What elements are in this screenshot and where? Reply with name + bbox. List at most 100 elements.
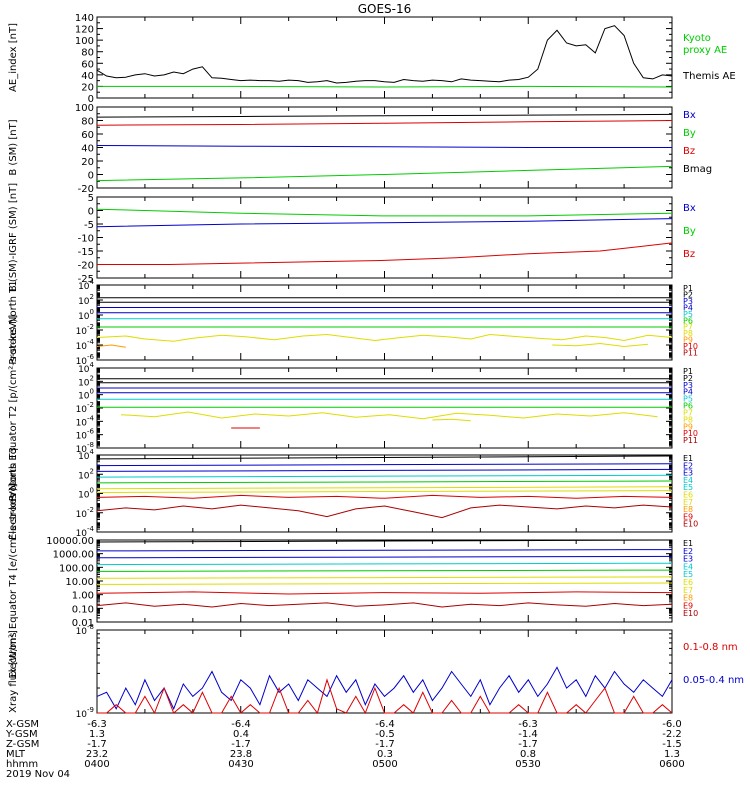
panel-frame	[96, 367, 673, 449]
date-label: 2019 Nov 04	[6, 769, 70, 780]
series-line-e9	[96, 602, 673, 608]
legend-label: P5	[683, 395, 693, 404]
y-tick-label: 0.10	[72, 604, 94, 615]
series-line-e5	[96, 569, 673, 572]
legend-label: E2	[683, 547, 693, 556]
y-tick-label: 5	[88, 193, 94, 204]
ephemeris-value: -6.3	[87, 719, 107, 730]
y-tick-label: 10-6	[76, 428, 95, 442]
y-tick-label: 102	[78, 467, 94, 481]
y-tick-label: 102	[78, 293, 94, 307]
y-tick-label: -10	[78, 234, 94, 245]
legend-label: P5	[683, 310, 693, 319]
ephemeris-value: -0.5	[375, 729, 395, 740]
y-tick-label: -20	[78, 184, 94, 195]
series-line-p9	[96, 344, 126, 348]
y-tick-label: 10-4	[76, 338, 95, 352]
ephemeris-value: 0.3	[377, 749, 393, 760]
legend-label: 0.1-0.8 nm	[683, 642, 738, 653]
legend-label: E10	[683, 609, 698, 618]
y-tick-label: 102	[78, 374, 94, 388]
legend-label: proxy AE	[683, 45, 727, 56]
legend-label: P6	[683, 316, 693, 325]
series-line-bz	[96, 120, 673, 126]
legend-label: E8	[683, 594, 693, 603]
y-axis-label: Protons North T1	[8, 280, 19, 364]
y-axis-label: Protons Equator T2 [p/(cm²-s-sr-keV)]	[8, 315, 19, 502]
legend-label: E2	[683, 461, 693, 470]
legend-label: Kyoto	[683, 33, 711, 44]
ephemeris-value: -1.7	[231, 739, 251, 750]
y-tick-label: 0	[88, 207, 94, 218]
legend-label: P1	[683, 367, 693, 376]
ephemeris-value: -1.7	[375, 739, 395, 750]
panel-frame	[96, 629, 673, 714]
legend-label: P10	[683, 342, 698, 351]
series-line-e3	[96, 468, 673, 472]
series-line-bz	[97, 242, 673, 265]
series-line-bx	[96, 218, 673, 228]
series-line-e4	[96, 562, 673, 566]
legend-label: E3	[683, 555, 693, 564]
legend-label: By	[683, 226, 696, 237]
y-tick-label: 10-4	[76, 414, 95, 428]
series-line-bx	[96, 145, 672, 148]
legend-label: E4	[683, 476, 693, 485]
legend-label: By	[683, 128, 696, 139]
panel-frame	[96, 454, 673, 533]
legend-label: P2	[683, 290, 693, 299]
y-tick-label: -5	[84, 220, 94, 231]
legend-label: E7	[683, 586, 693, 595]
y-tick-label: 10-2	[76, 506, 94, 520]
ephemeris-row-label: Z-GSM	[6, 739, 39, 750]
series-line-p8	[432, 418, 471, 422]
series-line-by	[96, 165, 673, 182]
series-line-e8	[96, 494, 673, 499]
series-line-p8	[552, 342, 649, 348]
legend-label: Bmag	[683, 164, 712, 175]
ephemeris-value: 23.8	[230, 749, 252, 760]
series-line-e7	[96, 582, 673, 585]
y-tick-label: -25	[78, 274, 94, 285]
panel-frame	[96, 284, 673, 361]
series-line-e3	[96, 555, 673, 559]
legend-label: Bz	[683, 249, 695, 260]
y-tick-label: 20	[81, 82, 94, 93]
ephemeris-row-label: hhmm	[6, 759, 38, 770]
ephemeris-value: -6.4	[375, 719, 395, 730]
series-line-0-1-0-8-nm	[97, 678, 673, 715]
legend-label: Bx	[683, 110, 696, 121]
legend-label: E1	[683, 454, 693, 463]
y-tick-label: 100	[75, 103, 94, 114]
panel-frame	[96, 16, 673, 99]
ephemeris-value: -6.3	[518, 719, 538, 730]
legend-label: E9	[683, 512, 693, 521]
legend-label: P7	[683, 408, 693, 417]
y-tick-label: 100	[78, 388, 94, 402]
ephemeris-value: 0500	[372, 759, 397, 770]
legend-label: E6	[683, 491, 693, 500]
y-tick-label: 40	[81, 144, 94, 155]
y-tick-label: 10-8	[76, 441, 94, 455]
ephemeris-value: -1.4	[518, 729, 538, 740]
legend-label: P8	[683, 415, 693, 424]
ephemeris-row-label: MLT	[6, 749, 26, 760]
legend-label: P9	[683, 422, 693, 431]
y-tick-label: 104	[78, 361, 94, 375]
legend-label: P6	[683, 402, 693, 411]
ephemeris-value: -1.7	[87, 739, 107, 750]
series-line-e6	[96, 486, 673, 490]
legend-label: P2	[683, 374, 693, 383]
y-tick-label: 1.00	[72, 591, 94, 602]
ephemeris-value: 0400	[84, 759, 109, 770]
title: GOES-16	[358, 2, 412, 16]
series-line-p7	[120, 411, 658, 420]
y-tick-label: 20	[81, 157, 94, 168]
ephemeris-value: 23.2	[86, 749, 108, 760]
panel-frame	[96, 196, 673, 279]
y-tick-label: 100	[78, 308, 94, 322]
legend-label: E5	[683, 483, 693, 492]
y-tick-label: 104	[78, 448, 94, 462]
y-tick-label: 100.00	[59, 563, 94, 574]
ephemeris-value: -1.7	[518, 739, 538, 750]
